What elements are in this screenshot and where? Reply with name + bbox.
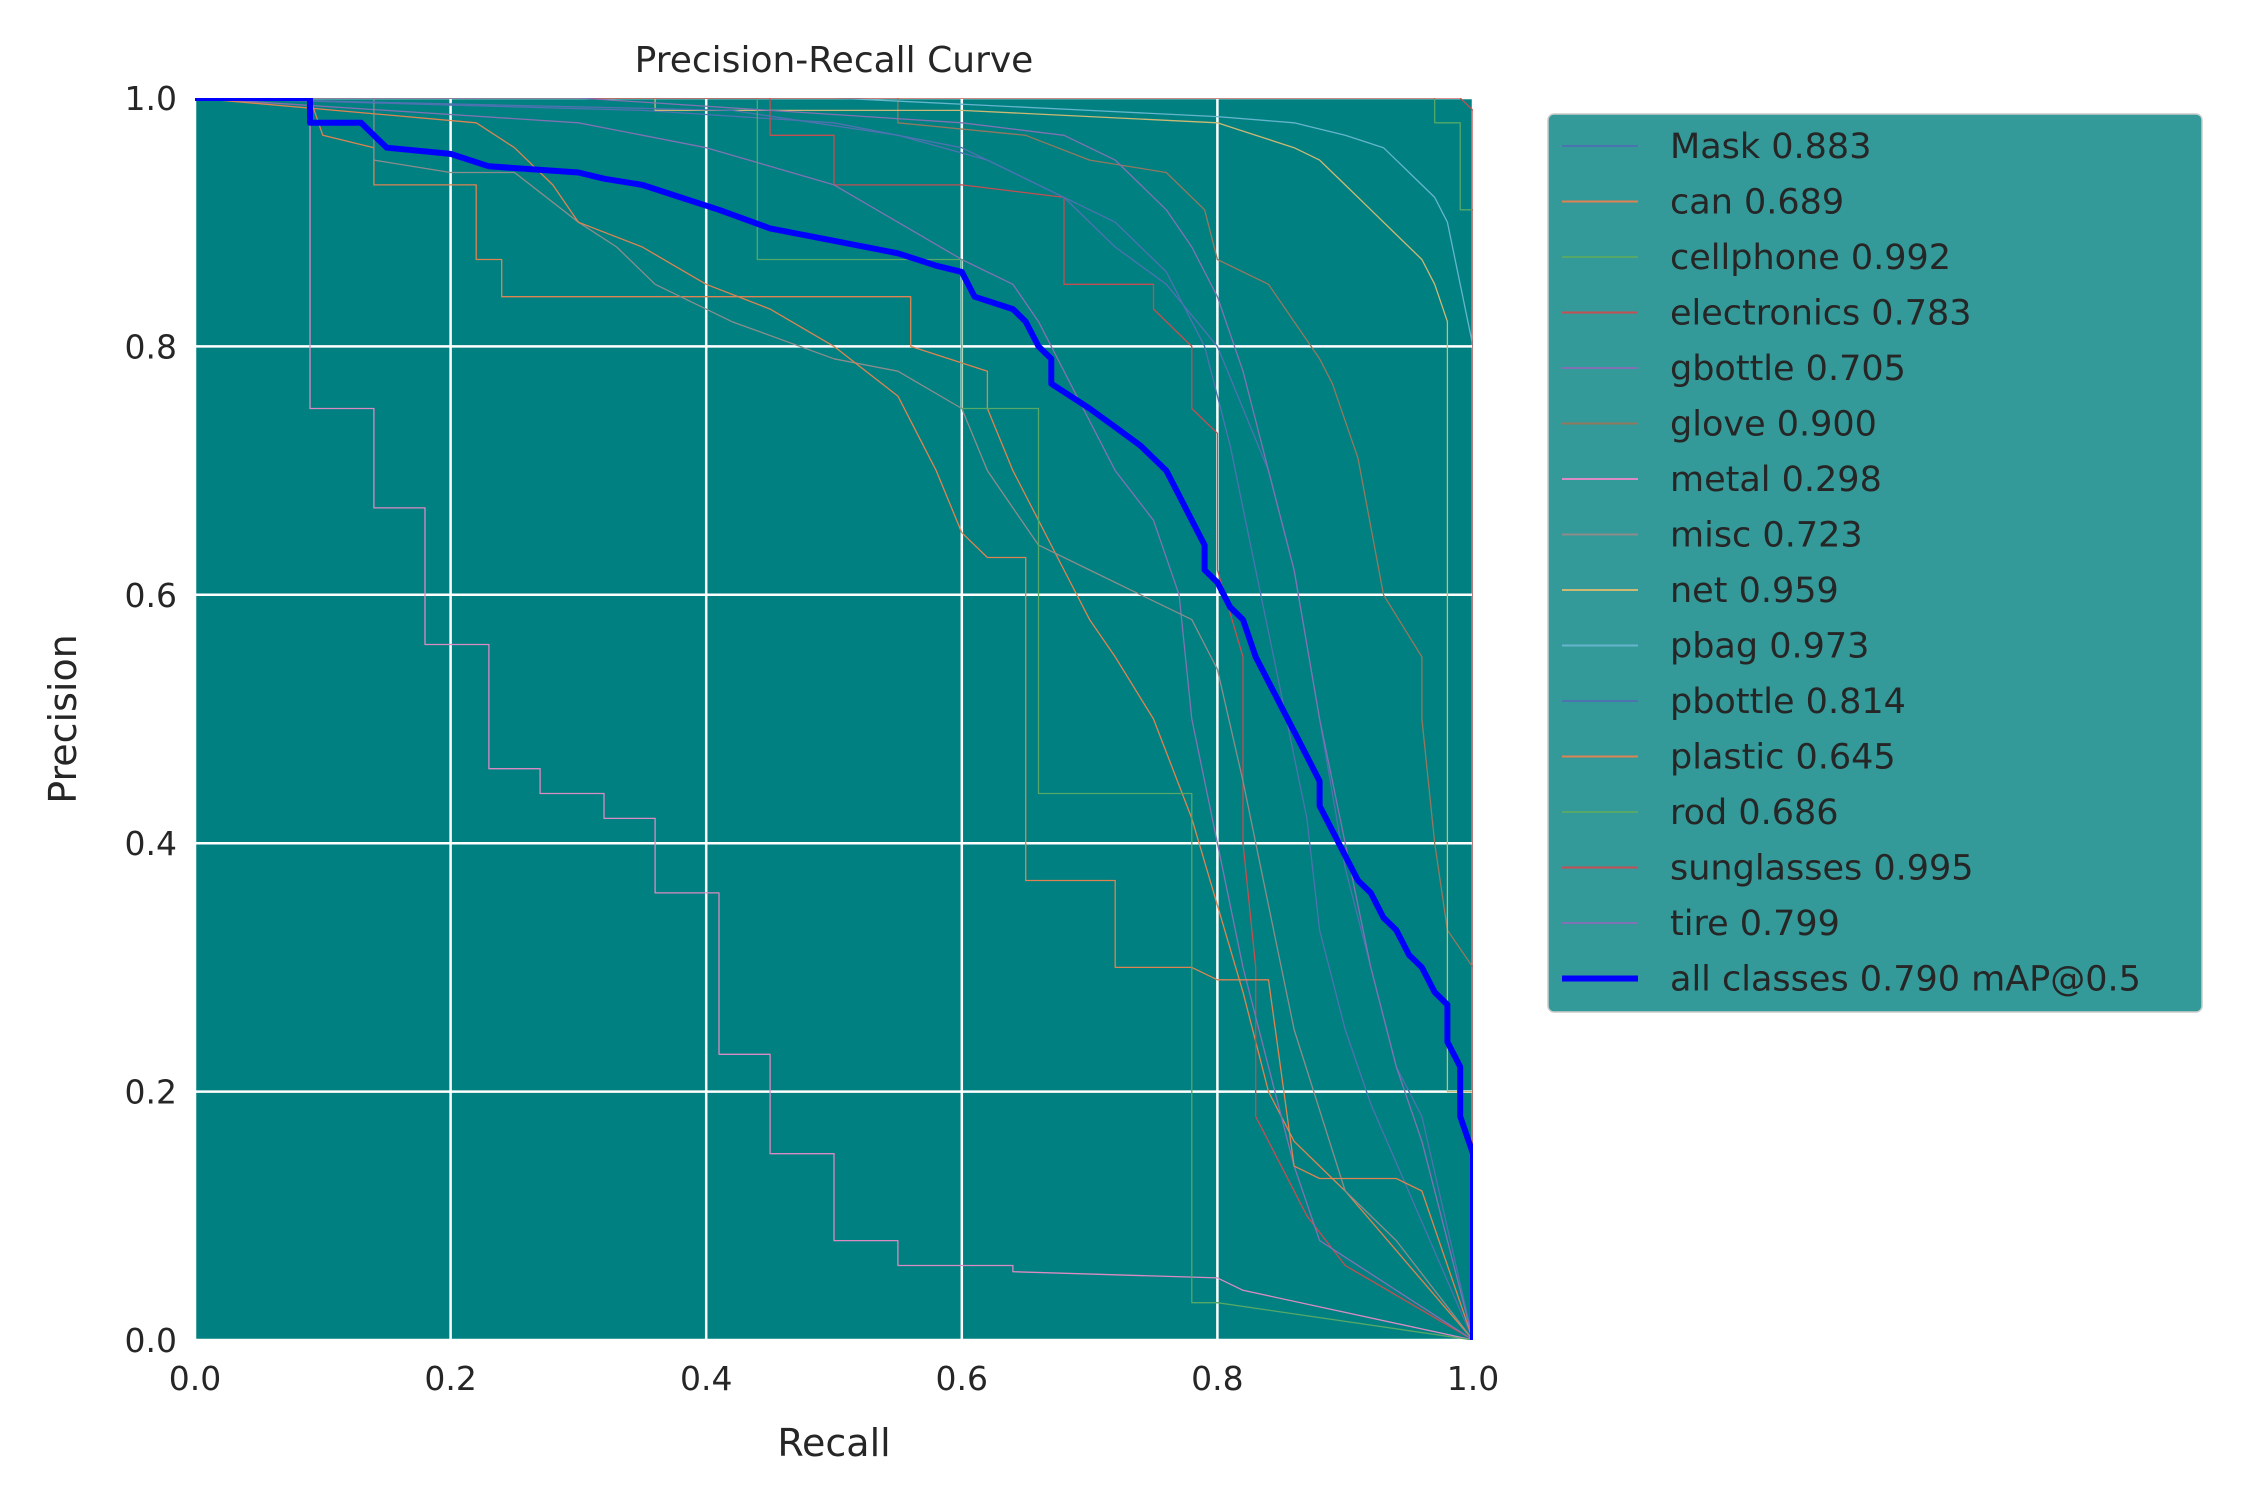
series-line-12 [195,98,1473,1340]
y-tick-label: 0.4 [125,824,177,863]
series-line-5 [195,98,1473,1340]
legend-label: net 0.959 [1670,571,1839,611]
legend-label: all classes 0.790 mAP@0.5 [1670,960,2141,1000]
series-line-6 [195,98,1473,1340]
series-line-2 [195,98,1473,1340]
x-axis-label: Recall [777,1421,890,1465]
series-line-7 [195,98,1473,1340]
series-line-3 [195,98,1473,1340]
legend-label: plastic 0.645 [1670,738,1896,778]
legend-label: metal 0.298 [1670,460,1882,500]
series-line-11 [195,98,1473,1340]
series-line-8 [195,98,1473,1340]
legend-label: tire 0.799 [1670,904,1840,944]
curves [195,98,1473,1340]
x-tick-label: 0.2 [424,1359,476,1398]
legend-label: misc 0.723 [1670,516,1863,556]
series-line-14 [195,98,1473,1340]
y-axis-label: Precision [41,634,85,804]
y-tick-label: 0.8 [125,327,177,366]
series-line-4 [195,98,1473,1340]
legend-label: glove 0.900 [1670,405,1877,445]
legend-label: can 0.689 [1670,183,1844,223]
y-axis-ticks: 0.0 0.2 0.4 0.6 0.8 1.0 [125,79,177,1360]
y-tick-label: 1.0 [125,79,177,118]
legend-label: cellphone 0.992 [1670,238,1951,278]
legend-label: Mask 0.883 [1670,127,1871,167]
legend-items: Mask 0.883 can 0.689 cellphone 0.992 electr… [1562,127,2141,1000]
legend-label: rod 0.686 [1670,793,1839,833]
x-tick-label: 1.0 [1447,1359,1499,1398]
y-tick-label: 0.0 [125,1321,177,1360]
x-axis-ticks: 0.0 0.2 0.4 0.6 0.8 1.0 [169,1359,1499,1398]
legend-label: sunglasses 0.995 [1670,849,1974,889]
series-line-13 [195,98,1473,1340]
chart-title: Precision-Recall Curve [635,40,1034,81]
x-tick-label: 0.0 [169,1359,221,1398]
legend-label: pbag 0.973 [1670,627,1869,667]
x-tick-label: 0.6 [936,1359,988,1398]
legend-box [1547,113,2203,1013]
y-tick-label: 0.6 [125,576,177,615]
series-line-15 [195,98,1473,1340]
plot-area [195,98,1473,1340]
y-tick-label: 0.2 [125,1073,177,1112]
series-line-1 [195,98,1473,1340]
legend-label: gbottle 0.705 [1670,349,1906,389]
series-line-9 [195,98,1473,1340]
legend-label: pbottle 0.814 [1670,682,1906,722]
x-tick-label: 0.8 [1191,1359,1243,1398]
legend-label: electronics 0.783 [1670,294,1972,334]
legend: Mask 0.883 can 0.689 cellphone 0.992 electr… [1547,113,2203,1013]
x-tick-label: 0.4 [680,1359,732,1398]
